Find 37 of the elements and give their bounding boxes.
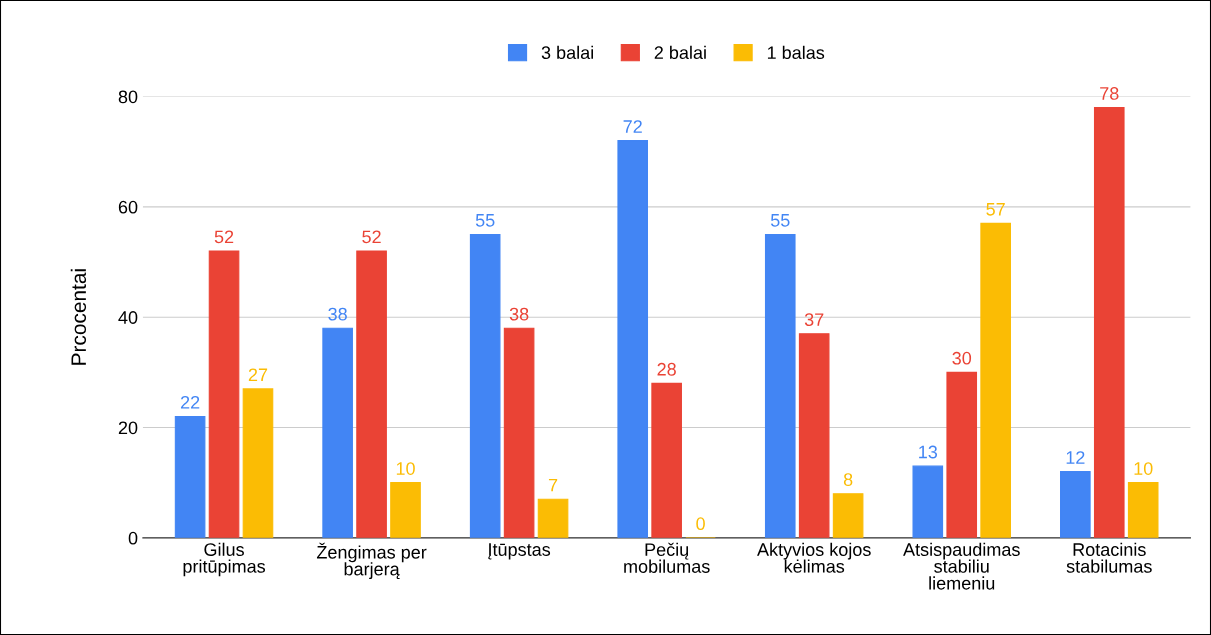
y-tick-label: 20 xyxy=(118,421,138,435)
y-tick-label: 60 xyxy=(118,200,138,214)
data-label: 7 xyxy=(548,478,558,492)
data-label: 0 xyxy=(696,517,705,531)
data-label: 12 xyxy=(1066,451,1085,464)
x-tick-label: Atsispaudimas stabiliu liemeniu xyxy=(903,542,1020,590)
data-label: 28 xyxy=(657,362,676,376)
data-label: 57 xyxy=(986,203,1005,216)
x-tick-label: Žengimas per barjerą xyxy=(316,542,427,580)
data-label: 38 xyxy=(509,307,529,321)
x-tick-label: Aktyvios kojos kėlimas xyxy=(757,542,871,573)
data-label: 27 xyxy=(248,368,268,381)
x-tick-label: Įtūpstas xyxy=(488,543,551,560)
y-tick-label: 40 xyxy=(118,311,138,324)
data-label: 10 xyxy=(1134,462,1153,475)
data-label: 30 xyxy=(952,351,972,365)
y-axis-title: Prcocentai xyxy=(70,269,87,365)
x-tick-label: Rotacinis stabilumas xyxy=(1066,542,1152,573)
data-label: 72 xyxy=(623,120,642,133)
data-label: 22 xyxy=(180,395,200,409)
x-tick-label: Pečių mobilumas xyxy=(624,542,710,573)
y-tick-label: 80 xyxy=(118,90,138,104)
data-label: 8 xyxy=(843,473,853,486)
data-label: 13 xyxy=(919,445,938,459)
data-label: 38 xyxy=(328,307,347,321)
legend-label: 2 balai xyxy=(654,45,706,60)
data-label: 78 xyxy=(1100,87,1119,100)
data-label: 10 xyxy=(396,462,415,475)
data-label: 55 xyxy=(475,214,495,227)
data-label: 52 xyxy=(362,230,381,244)
x-tick-label: Gilus pritūpimas xyxy=(183,542,266,577)
legend-label: 3 balai xyxy=(541,45,593,60)
legend-label: 1 balas xyxy=(767,45,825,60)
data-label: 37 xyxy=(804,313,824,326)
y-tick-label: 0 xyxy=(128,531,138,545)
data-label: 55 xyxy=(770,214,790,227)
data-label: 52 xyxy=(214,230,234,244)
